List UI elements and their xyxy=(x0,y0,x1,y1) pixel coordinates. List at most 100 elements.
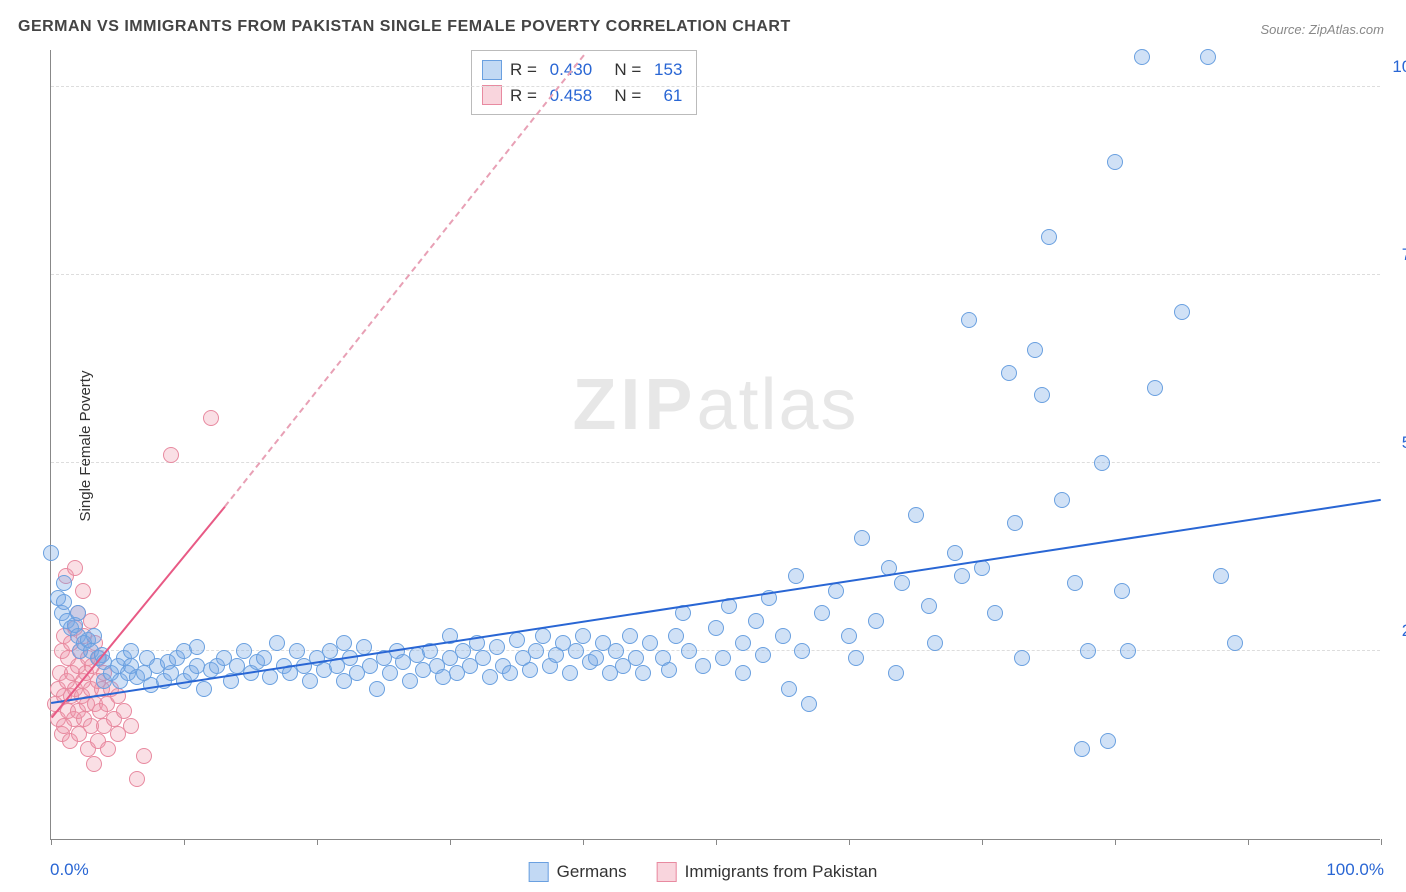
data-point-blue xyxy=(489,639,505,655)
data-point-blue xyxy=(588,650,604,666)
data-point-blue xyxy=(622,628,638,644)
data-point-blue xyxy=(1120,643,1136,659)
data-point-blue xyxy=(908,507,924,523)
data-point-pink xyxy=(116,703,132,719)
data-point-blue xyxy=(1067,575,1083,591)
source-name: ZipAtlas.com xyxy=(1309,22,1384,37)
data-point-blue xyxy=(987,605,1003,621)
data-point-blue xyxy=(1027,342,1043,358)
legend-swatch-pink xyxy=(482,85,502,105)
x-axis-min-label: 0.0% xyxy=(50,860,89,880)
stats-row: R = 0.430 N = 153 xyxy=(482,57,682,83)
x-tick-mark xyxy=(450,839,451,845)
data-point-blue xyxy=(509,632,525,648)
legend-label: Germans xyxy=(557,862,627,882)
x-tick-mark xyxy=(1248,839,1249,845)
data-point-blue xyxy=(841,628,857,644)
x-tick-mark xyxy=(1381,839,1382,845)
data-point-blue xyxy=(848,650,864,666)
data-point-blue xyxy=(1041,229,1057,245)
data-point-blue xyxy=(735,665,751,681)
data-point-pink xyxy=(67,560,83,576)
x-tick-mark xyxy=(184,839,185,845)
stat-r-label: R = xyxy=(510,57,542,83)
data-point-blue xyxy=(947,545,963,561)
data-point-pink xyxy=(100,741,116,757)
data-point-blue xyxy=(1007,515,1023,531)
data-point-blue xyxy=(86,628,102,644)
legend-swatch-blue xyxy=(529,862,549,882)
data-point-blue xyxy=(635,665,651,681)
data-point-blue xyxy=(735,635,751,651)
data-point-blue xyxy=(1200,49,1216,65)
stat-n-label: N = xyxy=(600,57,646,83)
data-point-blue xyxy=(1074,741,1090,757)
x-tick-mark xyxy=(583,839,584,845)
data-point-blue xyxy=(1147,380,1163,396)
trendline-pink-dashed xyxy=(224,55,585,508)
gridline-h xyxy=(51,462,1380,463)
source-credit: Source: ZipAtlas.com xyxy=(1260,22,1384,37)
data-point-blue xyxy=(961,312,977,328)
legend-swatch-blue xyxy=(482,60,502,80)
gridline-h xyxy=(51,274,1380,275)
data-point-blue xyxy=(70,605,86,621)
data-point-blue xyxy=(256,650,272,666)
data-point-blue xyxy=(535,628,551,644)
data-point-blue xyxy=(262,669,278,685)
data-point-blue xyxy=(402,673,418,689)
data-point-blue xyxy=(828,583,844,599)
x-tick-mark xyxy=(1115,839,1116,845)
data-point-blue xyxy=(708,620,724,636)
trendline-blue xyxy=(51,498,1381,703)
data-point-blue xyxy=(43,545,59,561)
data-point-blue xyxy=(1174,304,1190,320)
data-point-blue xyxy=(1227,635,1243,651)
data-point-blue xyxy=(748,613,764,629)
data-point-blue xyxy=(954,568,970,584)
data-point-blue xyxy=(1134,49,1150,65)
x-tick-mark xyxy=(317,839,318,845)
scatter-plot: ZIPatlas R = 0.430 N = 153R = 0.458 N = … xyxy=(50,50,1380,840)
data-point-blue xyxy=(894,575,910,591)
watermark-zip: ZIP xyxy=(572,365,696,445)
data-point-blue xyxy=(628,650,644,666)
data-point-blue xyxy=(502,665,518,681)
data-point-blue xyxy=(482,669,498,685)
data-point-pink xyxy=(203,410,219,426)
source-label: Source: xyxy=(1260,22,1308,37)
legend-item-pink: Immigrants from Pakistan xyxy=(657,862,878,882)
stat-n-value: 153 xyxy=(654,57,682,83)
data-point-pink xyxy=(136,748,152,764)
y-tick-label: 50.0% xyxy=(1390,433,1406,453)
data-point-blue xyxy=(801,696,817,712)
data-point-blue xyxy=(1100,733,1116,749)
data-point-pink xyxy=(123,718,139,734)
data-point-blue xyxy=(715,650,731,666)
data-point-blue xyxy=(568,643,584,659)
data-point-blue xyxy=(336,635,352,651)
data-point-blue xyxy=(382,665,398,681)
data-point-blue xyxy=(1054,492,1070,508)
x-axis-max-label: 100.0% xyxy=(1326,860,1384,880)
data-point-blue xyxy=(123,643,139,659)
series-legend: Germans Immigrants from Pakistan xyxy=(529,862,878,882)
data-point-blue xyxy=(814,605,830,621)
data-point-blue xyxy=(755,647,771,663)
data-point-blue xyxy=(1114,583,1130,599)
data-point-blue xyxy=(927,635,943,651)
x-tick-mark xyxy=(51,839,52,845)
data-point-pink xyxy=(75,583,91,599)
data-point-blue xyxy=(1080,643,1096,659)
data-point-blue xyxy=(775,628,791,644)
data-point-blue xyxy=(522,662,538,678)
data-point-blue xyxy=(1107,154,1123,170)
data-point-blue xyxy=(269,635,285,651)
data-point-blue xyxy=(1094,455,1110,471)
data-point-blue xyxy=(528,643,544,659)
data-point-blue xyxy=(921,598,937,614)
data-point-blue xyxy=(854,530,870,546)
data-point-blue xyxy=(56,575,72,591)
data-point-blue xyxy=(236,643,252,659)
data-point-blue xyxy=(642,635,658,651)
